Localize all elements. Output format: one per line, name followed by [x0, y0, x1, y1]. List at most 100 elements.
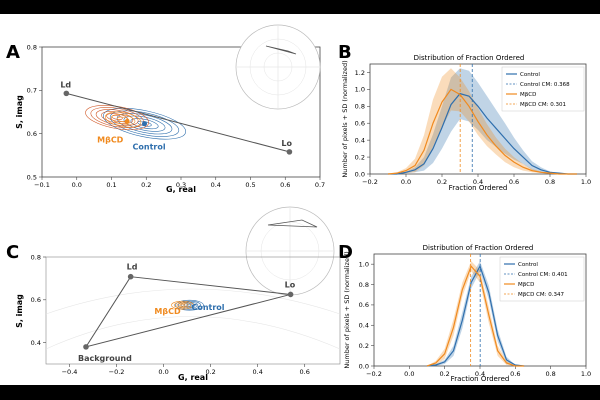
y-tick-label: 0.0 [359, 362, 369, 370]
legend-label: MβCD CM: 0.301 [520, 102, 566, 108]
mbcd-label: MβCD [154, 307, 181, 316]
y-tick-label: 0.8 [27, 43, 37, 51]
grid-arc [45, 288, 341, 315]
contour-line [186, 303, 193, 307]
legend: Control Control CM: 0.401 MβCD MβCD CM: … [499, 256, 585, 302]
x-tick-label: −0.2 [109, 368, 125, 376]
y-axis-label: S, imag [15, 95, 24, 129]
x-tick-label: 0.2 [141, 181, 151, 189]
legend-label: MβCD [520, 92, 536, 98]
endpoint-label-lo: Lo [281, 139, 292, 148]
phasor-triangle [84, 276, 291, 348]
y-axis-label: S, imag [15, 294, 24, 328]
contour-line [110, 114, 136, 125]
x-tick-label: 0.0 [404, 370, 414, 378]
panel-label-d: D [338, 242, 353, 263]
y-tick-label: 0.4 [355, 136, 365, 144]
legend-label: Control [520, 72, 540, 78]
sd-band-control [388, 68, 577, 174]
chart-title: Distribution of Fraction Ordered [423, 244, 534, 252]
endpoint-label-ld: Ld [127, 263, 138, 272]
x-tick-label: 0.0 [72, 181, 82, 189]
y-tick-label: 0.6 [27, 130, 37, 138]
mean-line-control [426, 264, 525, 367]
sd-band-mbcd [427, 261, 525, 366]
x-tick-label: 0.2 [437, 178, 447, 186]
x-tick-label: 0.4 [211, 181, 221, 189]
contour-group [171, 299, 204, 311]
x-tick-label: 0.0 [401, 178, 411, 186]
inset-gridline [263, 52, 293, 82]
y-tick-label: 0.4 [359, 322, 369, 330]
y-tick-label: 0.2 [359, 342, 369, 350]
x-tick-label: 0.4 [253, 368, 263, 376]
x-tick-label: 0.2 [439, 370, 449, 378]
contour-line [173, 301, 191, 309]
x-tick-label: −0.1 [34, 181, 50, 189]
figure-canvas: A B C D MβCD Control G, real S, imag −0.… [0, 14, 600, 385]
distribution-plot-d: Distribution of Fraction Ordered Fractio… [343, 244, 591, 383]
x-tick-label: 1.0 [581, 370, 591, 378]
x-tick-label: 1.0 [581, 178, 591, 186]
figure-svg: A B C D MβCD Control G, real S, imag −0.… [6, 24, 591, 383]
y-axis-label: Number of pixels + SD (normalized) [341, 60, 349, 177]
x-axis-label: Fraction Ordered [449, 184, 508, 192]
contour-line [179, 303, 186, 307]
y-tick-label: 0.8 [359, 281, 369, 289]
control-label: Control [191, 303, 224, 312]
x-tick-label: 0.8 [545, 178, 555, 186]
x-tick-label: 0.6 [300, 368, 310, 376]
x-tick-label: −0.4 [62, 368, 78, 376]
control-center-marker [142, 121, 148, 127]
y-tick-label: 0.6 [359, 301, 369, 309]
x-tick-label: 0.6 [280, 181, 290, 189]
contour-line [175, 299, 204, 311]
mean-line-control [388, 92, 577, 175]
y-tick-label: 1.0 [355, 86, 365, 94]
ld-lo-line [66, 92, 290, 153]
x-tick-label: −0.2 [366, 370, 382, 378]
x-tick-label: 0.4 [475, 370, 485, 378]
y-tick-label: 0.7 [27, 87, 37, 95]
mean-line-mbcd [387, 88, 577, 175]
distribution-plot-b: Distribution of Fraction Ordered Fractio… [341, 54, 591, 192]
x-axis-label: G, real [178, 373, 208, 382]
y-tick-label: 0.8 [355, 103, 365, 111]
y-tick-label: 1.2 [355, 69, 365, 77]
inset-unit-circle-c [245, 206, 335, 296]
panel-label-c: C [6, 242, 19, 263]
y-tick-label: 0.8 [31, 253, 41, 261]
legend-label: Control CM: 0.368 [520, 82, 570, 88]
mean-line-mbcd [426, 265, 525, 367]
panel-label-a: A [6, 42, 20, 63]
y-tick-label: 0.2 [355, 153, 365, 161]
endpoint-marker-lo [287, 291, 294, 298]
legend-label: MβCD [518, 282, 534, 288]
y-axis-label: Number of pixels + SD (normalized) [343, 251, 351, 368]
y-tick-label: 0.4 [31, 339, 41, 347]
panel-label-b: B [338, 42, 352, 63]
y-tick-label: 1.0 [359, 260, 369, 268]
contour-line [171, 300, 194, 310]
contour-line [103, 107, 186, 140]
y-tick-label: 0.6 [355, 120, 365, 128]
x-tick-label: 0.6 [509, 178, 519, 186]
legend-label: Control [518, 262, 538, 268]
contour-line [176, 302, 189, 308]
x-tick-label: 0.8 [545, 370, 555, 378]
x-tick-label: 0.7 [315, 181, 325, 189]
x-tick-label: 0.2 [205, 368, 215, 376]
sd-band-mbcd [388, 68, 577, 174]
legend: Control Control CM: 0.368 MβCD MβCD CM: … [501, 66, 585, 112]
contour-line [177, 300, 201, 310]
endpoint-label-background: Background [78, 354, 132, 363]
grid-arc [45, 316, 341, 350]
x-tick-label: 0.6 [510, 370, 520, 378]
x-axis-label: Fraction Ordered [451, 375, 510, 383]
mbcd-center-marker [124, 119, 130, 125]
x-tick-label: 0.0 [158, 368, 168, 376]
control-label: Control [133, 143, 166, 152]
y-tick-label: 0.5 [27, 173, 37, 181]
contour-line [105, 111, 142, 128]
endpoint-marker-lo [286, 149, 293, 155]
